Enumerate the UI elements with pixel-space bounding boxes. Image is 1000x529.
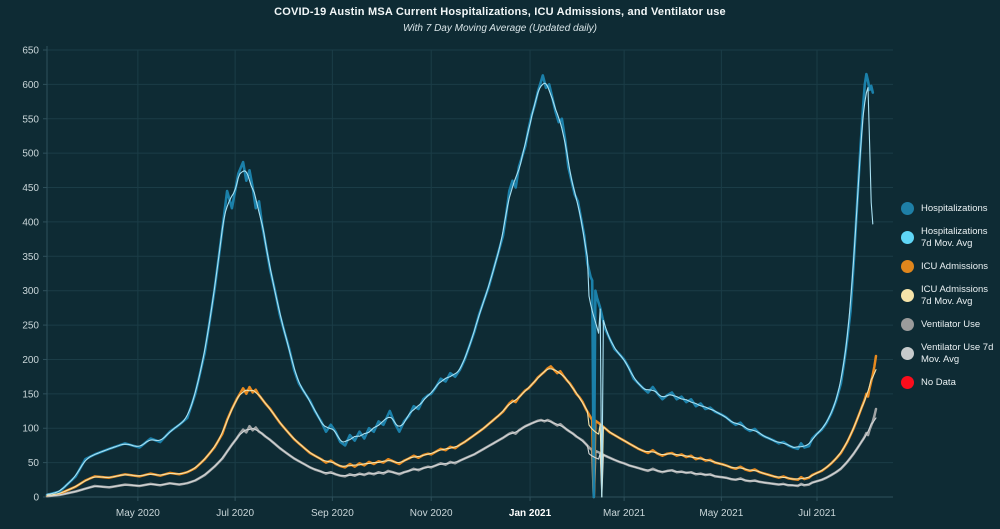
legend-item-hospitalizations[interactable]: Hospitalizations	[901, 202, 998, 215]
legend-swatch-icu-admissions-7d-mov-avg	[901, 289, 914, 302]
y-axis-tick-label: 400	[22, 217, 39, 228]
y-axis-tick-label: 450	[22, 183, 39, 194]
legend-item-no-data[interactable]: No Data	[901, 376, 998, 389]
y-axis-tick-label: 500	[22, 149, 39, 160]
legend-swatch-ventilator-use	[901, 318, 914, 331]
legend-label-hospitalizations-7d-mov-avg: Hospitalizations 7d Mov. Avg	[921, 226, 988, 249]
series-line-icu-admissions-7d-mov-avg	[46, 368, 877, 498]
x-axis-tick-label: Jul 2021	[798, 508, 836, 519]
legend-swatch-hospitalizations-7d-mov-avg	[901, 231, 914, 244]
x-axis-tick-label: Mar 2021	[603, 508, 646, 519]
legend-swatch-hospitalizations	[901, 202, 914, 215]
chart-subtitle: With 7 Day Moving Average (Updated daily…	[403, 23, 597, 34]
series-line-hospitalizations	[45, 72, 875, 499]
legend-label-icu-admissions-7d-mov-avg: ICU Admissions 7d Mov. Avg	[921, 284, 989, 307]
y-axis-tick-label: 150	[22, 389, 39, 400]
legend-swatch-no-data	[901, 376, 914, 389]
y-axis-tick-label: 550	[22, 114, 39, 125]
legend-swatch-icu-admissions	[901, 260, 914, 273]
x-axis-tick-label: Jul 2020	[216, 508, 254, 519]
y-axis-tick-label: 650	[22, 46, 39, 57]
y-axis-tick-label: 300	[22, 286, 39, 297]
axes: 0 50 100 150 200 250 300 350 400 450 500 550 600 650 M…	[22, 46, 893, 519]
legend-label-ventilator-use: Ventilator Use	[921, 318, 981, 330]
y-axis-tick-label: 250	[22, 321, 39, 332]
legend-label-ventilator-use-7d-mov-avg: Ventilator Use 7d Mov. Avg	[921, 342, 994, 365]
y-axis-tick-label: 50	[28, 458, 40, 469]
x-axis-tick-label: May 2021	[699, 508, 743, 519]
legend-label-hospitalizations: Hospitalizations	[921, 202, 988, 214]
x-axis-tick-label: Nov 2020	[410, 508, 453, 519]
chart-title: COVID-19 Austin MSA Current Hospitalizat…	[274, 6, 726, 18]
y-axis-tick-label: 600	[22, 80, 39, 91]
gridlines	[47, 49, 893, 498]
legend-label-no-data: No Data	[921, 376, 956, 388]
x-axis-tick-label: Sep 2020	[311, 508, 354, 519]
legend-item-ventilator-use-7d-mov-avg[interactable]: Ventilator Use 7d Mov. Avg	[901, 342, 998, 365]
x-axis-tick-label: May 2020	[116, 508, 160, 519]
legend-item-icu-admissions-7d-mov-avg[interactable]: ICU Admissions 7d Mov. Avg	[901, 284, 998, 307]
series-line-icu-admissions	[45, 354, 878, 499]
series-line-hospitalizations-7d-mov-avg	[46, 82, 874, 498]
legend-item-ventilator-use[interactable]: Ventilator Use	[901, 318, 998, 331]
legend-item-hospitalizations-7d-mov-avg[interactable]: Hospitalizations 7d Mov. Avg	[901, 226, 998, 249]
series-line-ventilator-use-7d-mov-avg	[46, 417, 877, 498]
y-axis-tick-label: 100	[22, 424, 39, 435]
legend-swatch-ventilator-use-7d-mov-avg	[901, 347, 914, 360]
legend-label-icu-admissions: ICU Admissions	[921, 260, 989, 272]
chart-legend: Hospitalizations Hospitalizations 7d Mov.…	[901, 202, 998, 389]
y-axis-tick-label: 200	[22, 355, 39, 366]
x-axis-tick-label: Jan 2021	[509, 508, 552, 519]
y-axis-tick-label: 350	[22, 252, 39, 263]
y-axis-tick-label: 0	[33, 493, 39, 504]
legend-item-icu-admissions[interactable]: ICU Admissions	[901, 260, 998, 273]
